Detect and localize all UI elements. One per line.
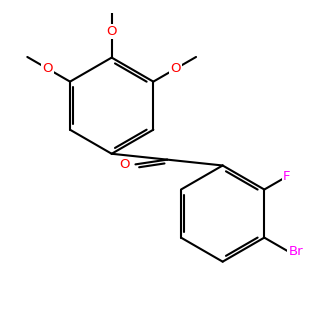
Text: F: F [283, 170, 290, 183]
Text: Br: Br [289, 245, 303, 258]
Text: O: O [107, 25, 117, 38]
Text: O: O [43, 62, 53, 75]
Text: O: O [120, 158, 130, 171]
Text: O: O [171, 62, 181, 75]
